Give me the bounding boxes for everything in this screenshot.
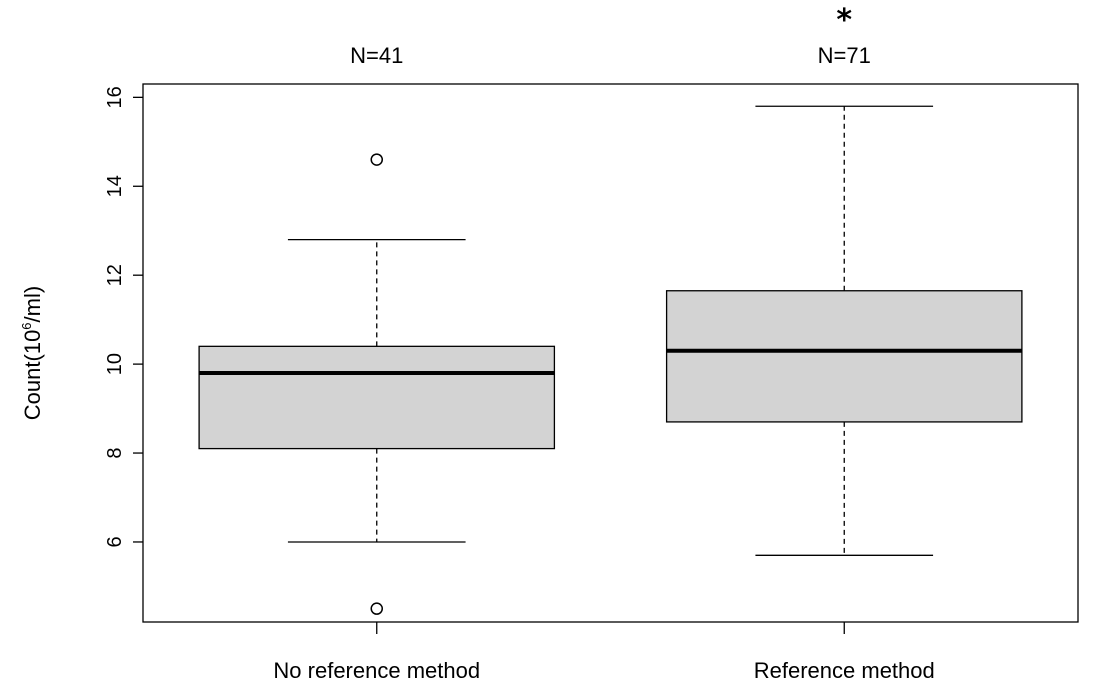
y-tick-label-6: 6	[104, 536, 126, 547]
y-tick-label-14: 14	[104, 175, 126, 197]
box-iqr	[665, 290, 1023, 423]
box-iqr	[198, 345, 556, 450]
plot-frame	[142, 83, 1079, 623]
outlier-point-0	[370, 153, 383, 166]
box-group-1: N=71 *	[665, 3, 1023, 556]
y-tick-label-16: 16	[104, 86, 126, 108]
y-tick-label-8: 8	[104, 447, 126, 458]
x-category-label: No reference method	[273, 658, 480, 683]
y-axis: 6 8 10 12 14 16	[104, 86, 143, 548]
x-axis: No reference method Reference method	[273, 622, 935, 683]
x-category-label: Reference method	[754, 658, 935, 683]
n-label: N=71	[818, 43, 871, 68]
significance-marker: *	[836, 3, 852, 38]
y-axis-label-superscript: 6	[19, 322, 34, 329]
outlier-point-1	[370, 602, 383, 615]
y-axis-label-main: Count(10	[20, 330, 45, 421]
y-tick-label-12: 12	[104, 264, 126, 286]
boxes: N=41 N=71 *	[198, 3, 1023, 615]
box-group-0: N=41	[198, 43, 556, 615]
y-tick-label-10: 10	[104, 353, 126, 375]
y-axis-label-suffix: /ml)	[20, 286, 45, 323]
n-label: N=41	[350, 43, 403, 68]
y-axis-label: Count(106/ml)	[19, 286, 45, 420]
